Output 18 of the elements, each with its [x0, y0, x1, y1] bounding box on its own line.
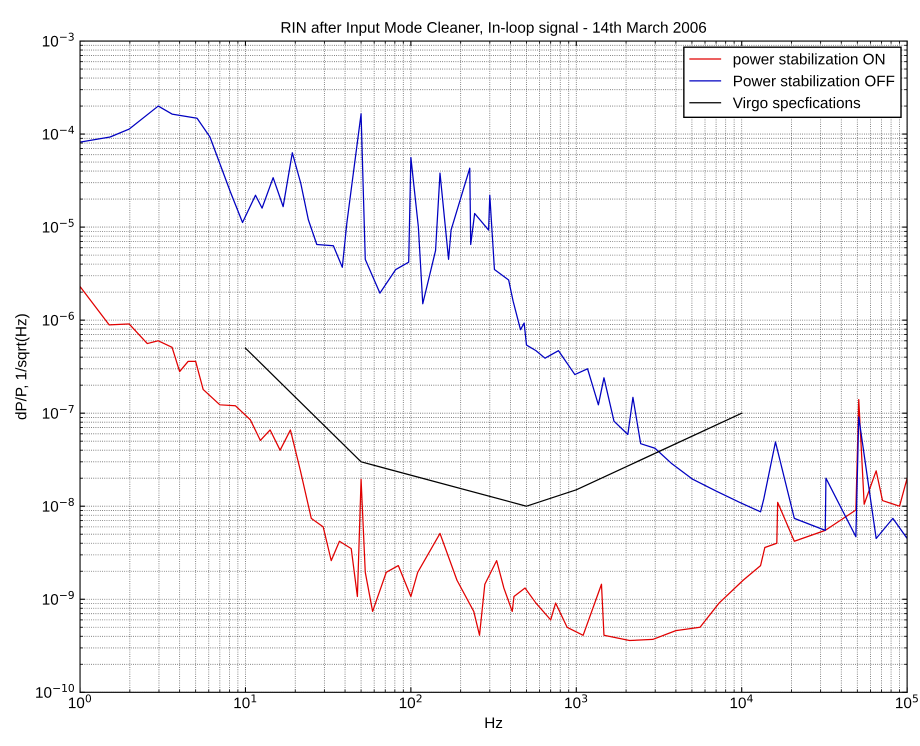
x-axis-title: Hz	[485, 718, 502, 728]
x-tick-label: 10$^{3}$	[565, 694, 588, 708]
y-axis-title: dP/P, 1/sqrt(Hz)	[15, 314, 30, 420]
y-tick-label: 10$^{−9}$	[42, 590, 74, 605]
y-tick-label: 10$^{−8}$	[42, 498, 74, 512]
legend-label: Virgo specfications	[732, 97, 860, 112]
y-tick-label: 10$^{−7}$	[42, 404, 74, 419]
x-tick-label: 10$^{2}$	[400, 694, 422, 708]
y-tick-label: 10$^{−3}$	[42, 32, 74, 47]
x-tick-label: 10$^{4}$	[730, 694, 753, 708]
y-tick-label: 10$^{−5}$	[42, 218, 74, 233]
chart-title: RIN after Input Mode Cleaner, In-loop signal - 14th March 2006	[282, 22, 706, 36]
x-tick-label: 10$^{5}$	[896, 694, 918, 708]
y-tick-label: 10$^{−4}$	[42, 126, 74, 140]
legend-label: power stabilization ON	[734, 53, 884, 68]
y-tick-label: 10$^{−6}$	[42, 312, 74, 326]
x-tick-label: 10$^{1}$	[234, 694, 256, 708]
legend-label: Power stabilization OFF	[734, 75, 894, 86]
